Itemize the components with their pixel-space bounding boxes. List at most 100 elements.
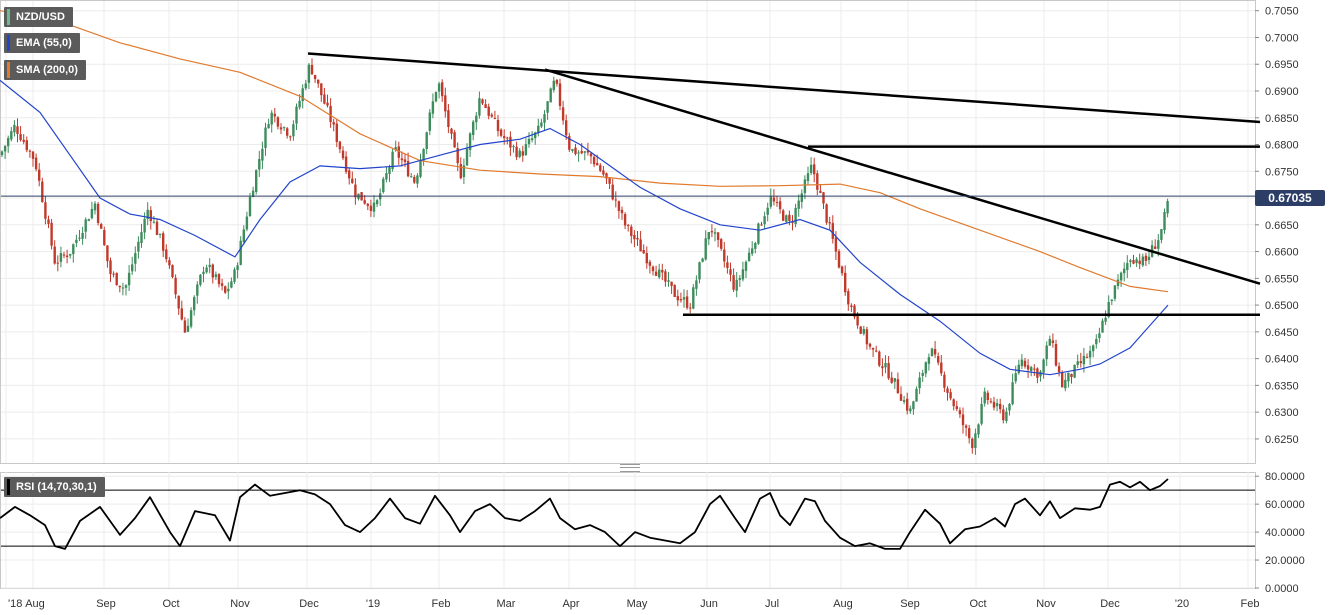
main-pane-frame — [0, 0, 1256, 464]
candle-body — [720, 239, 723, 249]
y-tick-label: 0.6350 — [1265, 380, 1299, 392]
candle-body — [317, 79, 320, 84]
candle-body — [937, 356, 940, 363]
candle-body — [577, 152, 580, 154]
candle-body — [1079, 361, 1082, 364]
candle-body — [785, 215, 788, 222]
candle-body — [307, 64, 311, 83]
candle-body — [456, 148, 459, 164]
candle-body — [112, 273, 115, 275]
x-tick-label: Mar — [497, 598, 516, 610]
ema-55-line — [0, 79, 1169, 376]
legend-ema[interactable]: EMA (55,0) — [4, 33, 80, 53]
candle-body — [44, 202, 47, 219]
candle-body — [186, 325, 190, 332]
candle-body — [410, 176, 413, 178]
candle-body — [434, 92, 438, 102]
candle-body — [217, 274, 221, 285]
legend-pair[interactable]: NZD/USD — [4, 7, 73, 27]
candle-body — [940, 362, 943, 374]
candle-body — [93, 203, 97, 211]
candle-body — [964, 425, 968, 428]
candle-body — [447, 110, 450, 128]
candle-body — [537, 125, 540, 133]
candle-body — [366, 203, 369, 206]
legend-rsi[interactable]: RSI (14,70,30,1) — [4, 477, 105, 497]
candle-body — [403, 159, 407, 162]
candle-body — [530, 138, 534, 141]
candle-body — [980, 403, 983, 424]
y-tick-label: 0.6550 — [1265, 273, 1299, 285]
candle-body — [84, 219, 87, 232]
candle-body — [298, 100, 301, 108]
rsi-y-tick-label: 60.0000 — [1265, 499, 1305, 511]
candle-body — [245, 216, 249, 230]
candle-body — [893, 378, 896, 382]
candle-body — [276, 117, 280, 127]
rsi-y-tick-label: 0.0000 — [1265, 583, 1299, 595]
candle-body — [847, 291, 850, 305]
candle-body — [865, 329, 869, 345]
candle-body — [7, 138, 10, 147]
candle-body — [558, 83, 562, 106]
candle-body — [726, 262, 729, 268]
candle-body — [543, 114, 546, 123]
candle-body — [772, 197, 776, 202]
candle-body — [968, 428, 971, 439]
candle-body — [627, 225, 630, 227]
candle-body — [220, 283, 224, 286]
x-tick-label: Dec — [1100, 598, 1120, 610]
candle-body — [90, 208, 94, 219]
legend-rsi-label: RSI (14,70,30,1) — [16, 481, 97, 493]
candle-body — [59, 253, 63, 262]
candle-body — [701, 258, 704, 262]
candle-body — [769, 196, 772, 207]
candle-body — [685, 296, 689, 308]
candle-body — [633, 235, 636, 240]
candle-body — [106, 245, 109, 262]
candle-body — [636, 237, 639, 240]
candle-body — [363, 200, 366, 204]
candle-body — [617, 201, 621, 211]
candle-body — [1067, 372, 1070, 382]
candle-body — [549, 88, 552, 103]
candle-body — [763, 216, 766, 225]
candle-body — [382, 178, 385, 193]
candle-body — [760, 224, 763, 226]
candle-body — [1092, 345, 1095, 352]
y-tick-label: 0.6850 — [1265, 113, 1299, 125]
candle-body — [856, 315, 859, 326]
x-tick-label: Sep — [900, 598, 920, 610]
candle-body — [580, 150, 583, 154]
candle-body — [1113, 285, 1117, 299]
candle-body — [134, 253, 137, 264]
candle-body — [273, 113, 276, 117]
candle-body — [100, 224, 103, 229]
candle-body — [341, 150, 345, 159]
candle-body — [924, 362, 927, 374]
legend-sma[interactable]: SMA (200,0) — [4, 60, 86, 80]
candle-body — [906, 398, 909, 411]
candle-body — [1057, 366, 1061, 373]
candle-body — [115, 273, 118, 286]
candle-body — [1051, 340, 1055, 344]
candle-body — [1082, 355, 1086, 365]
candle-body — [202, 271, 205, 274]
candle-body — [586, 150, 590, 153]
legend-pair-label: NZD/USD — [16, 11, 65, 23]
candle-body — [977, 424, 980, 435]
candle-body — [224, 286, 227, 293]
y-tick-label: 0.6900 — [1265, 86, 1299, 98]
pane-splitter-handle[interactable] — [620, 464, 640, 472]
candle-body — [1107, 302, 1110, 317]
candle-body — [1095, 338, 1098, 345]
candle-body — [788, 214, 791, 221]
candle-body — [958, 410, 962, 415]
candle-body — [208, 264, 211, 268]
candle-body — [1098, 333, 1101, 339]
candle-body — [41, 181, 44, 202]
candle-body — [375, 200, 379, 205]
x-tick-label: Jun — [700, 598, 718, 610]
candle-body — [878, 351, 881, 366]
candle-body — [286, 128, 289, 136]
